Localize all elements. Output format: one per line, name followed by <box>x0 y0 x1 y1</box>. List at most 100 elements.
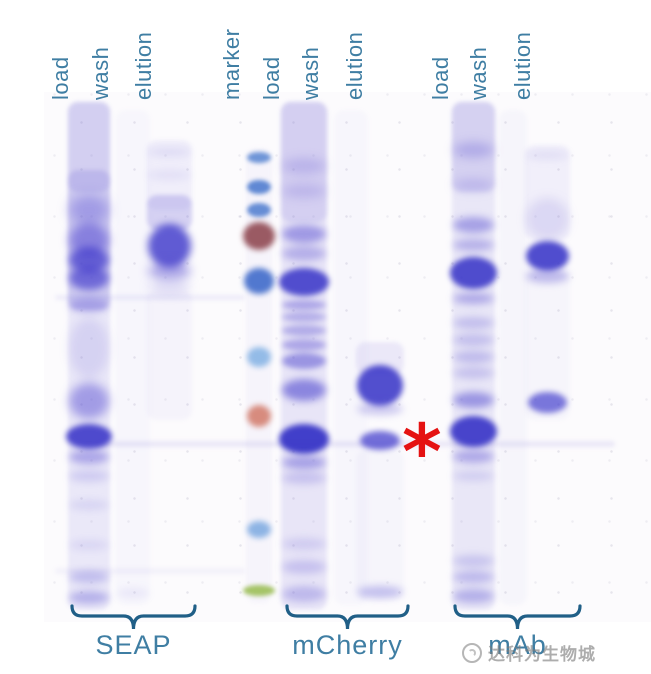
mcherry-load-band <box>282 353 326 369</box>
mcherry-elution-band <box>357 365 403 406</box>
mcherry-load-band <box>282 456 326 469</box>
marker-band <box>247 180 271 194</box>
gel-lane-mcherry-wash <box>334 0 368 674</box>
gel-artifact-line <box>55 568 245 574</box>
mab-elution-band <box>526 241 569 271</box>
mab-elution-band <box>526 269 569 283</box>
mab-load-band <box>453 217 494 233</box>
mcherry-load-smear <box>281 102 327 222</box>
seap-load-band <box>66 424 112 449</box>
mab-load-band <box>453 293 494 304</box>
group-label-mCherry: mCherry <box>292 630 403 660</box>
seap-wash-band <box>117 588 149 598</box>
gel-lane-mcherry-load <box>279 0 329 674</box>
mcherry-load-band <box>282 312 326 322</box>
marker-band <box>247 152 271 163</box>
marker-band <box>244 268 274 294</box>
seap-load-band <box>69 450 109 464</box>
watermark-logo-icon <box>462 642 482 663</box>
mab-load-band <box>453 471 494 481</box>
mcherry-elution-band <box>357 586 403 598</box>
gel-artifact-line <box>95 441 615 447</box>
mcherry-load-band <box>282 300 326 310</box>
seap-load-band <box>69 266 109 290</box>
mcherry-elution-band <box>360 431 400 450</box>
gel-lane-mcherry-elution <box>356 0 404 674</box>
mab-load-band <box>453 450 494 463</box>
mab-load-smear <box>452 102 495 610</box>
marker-band <box>247 203 271 217</box>
seap-elution-band <box>148 170 191 180</box>
mcherry-load-band <box>282 339 326 351</box>
mcherry-elution-smear <box>356 450 404 600</box>
mcherry-load-band <box>282 560 326 574</box>
group-brace-mAb <box>453 604 582 630</box>
mab-wash-smear <box>499 110 527 605</box>
mab-load-band <box>453 317 494 329</box>
seap-load-band <box>69 500 109 510</box>
mcherry-load-band <box>282 158 326 174</box>
marker-band <box>247 405 271 427</box>
red-asterisk-annotation: * <box>402 407 442 496</box>
seap-load-band <box>69 591 109 604</box>
mab-load-band <box>453 589 494 603</box>
mab-load-band <box>453 351 494 363</box>
seap-load-smear <box>68 102 110 192</box>
group-brace-SEAP <box>70 604 197 630</box>
group-label-SEAP: SEAP <box>95 630 172 660</box>
gel-lane-seap-wash <box>116 0 150 674</box>
mcherry-load-band <box>282 472 326 484</box>
mab-load-band <box>453 367 494 379</box>
mcherry-load-band <box>282 325 326 336</box>
mcherry-load-band <box>279 424 329 454</box>
mcherry-load-band <box>282 538 326 550</box>
seap-load-band <box>69 298 109 312</box>
gel-lane-seap-elution <box>147 0 192 674</box>
gel-artifact-line <box>55 295 245 300</box>
seap-elution-smear <box>147 290 192 420</box>
mab-load-band <box>450 416 497 447</box>
gel-lane-marker <box>243 0 275 674</box>
group-label-mAb: mAb <box>488 630 547 660</box>
marker-band <box>243 585 275 596</box>
gel-photo-background <box>44 92 651 622</box>
mab-load-band <box>453 392 494 408</box>
seap-elution-band <box>148 262 191 280</box>
mab-load-band <box>453 142 494 158</box>
seap-elution-band <box>148 224 191 268</box>
mcherry-load-band <box>282 586 326 602</box>
seap-load-band <box>69 470 109 482</box>
seap-load-band <box>69 571 109 583</box>
seap-elution-smear <box>147 140 192 210</box>
mab-load-band <box>453 334 494 346</box>
mab-elution-band <box>526 198 569 240</box>
seap-load-smear <box>68 102 110 610</box>
mab-elution-smear <box>525 145 570 240</box>
seap-load-band <box>69 540 109 550</box>
watermark-text: 达科为生物城 <box>488 645 596 664</box>
seap-load-band <box>69 195 109 225</box>
seap-wash-smear <box>116 110 150 605</box>
group-braces <box>70 604 582 630</box>
seap-elution-band <box>148 147 191 157</box>
mab-load-band <box>450 257 497 289</box>
marker-band <box>243 222 275 250</box>
mab-elution-band <box>528 392 567 413</box>
marker-band <box>247 347 271 367</box>
mab-load-band <box>453 571 494 583</box>
mab-elution-band <box>526 150 569 160</box>
mcherry-load-band <box>282 184 326 198</box>
mab-load-smear <box>452 102 495 192</box>
seap-elution-band <box>148 280 191 294</box>
mab-load-band <box>453 239 494 251</box>
marker-band <box>247 521 271 538</box>
mab-load-band <box>453 555 494 567</box>
mcherry-elution-band <box>357 403 403 415</box>
mcherry-load-band <box>282 225 326 243</box>
mcherry-load-band <box>279 268 329 296</box>
watermark: 达科为生物城 <box>462 640 596 665</box>
mcherry-load-band <box>282 379 326 401</box>
